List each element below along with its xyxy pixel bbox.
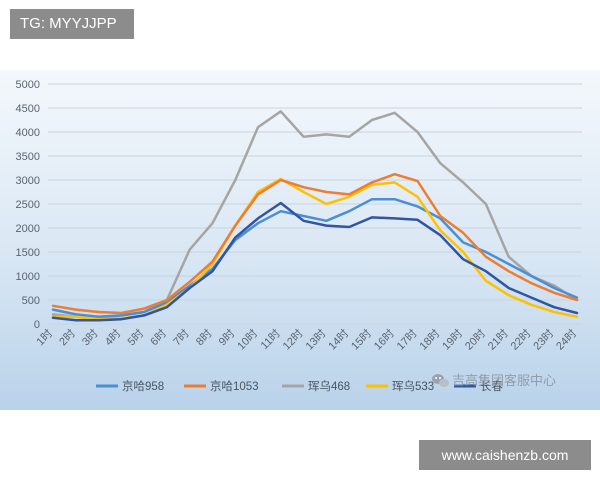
- legend-label: 珲乌533: [392, 379, 434, 393]
- y-tick-label: 2000: [16, 223, 40, 235]
- y-tick-label: 1500: [16, 247, 40, 259]
- y-tick-label: 2500: [16, 199, 40, 211]
- legend-label: 京哈958: [122, 379, 164, 393]
- legend-label: 京哈1053: [210, 379, 259, 393]
- y-tick-label: 4000: [16, 127, 40, 139]
- y-tick-label: 3500: [16, 151, 40, 163]
- y-tick-label: 1000: [16, 271, 40, 283]
- y-axis-ticks: 0 500 1000 1500 2000 2500 3000 3500 4000 4500 5000: [16, 79, 40, 331]
- line-chart: 0 500 1000 1500 2000 2500 3000 3500 4000 4500 5000…: [0, 70, 600, 410]
- series-lines: [51, 110, 579, 322]
- series-line-京哈958: [51, 197, 579, 319]
- y-tick-label: 5000: [16, 79, 40, 91]
- site-badge: www.caishenzb.com: [419, 440, 591, 470]
- series-line-京哈1053: [51, 172, 579, 315]
- chart-background: [0, 70, 600, 410]
- legend-label: 长春: [480, 380, 503, 393]
- y-tick-label: 4500: [16, 103, 40, 115]
- wechat-icon: [432, 374, 449, 387]
- watermark: 吉高集团客服中心: [432, 373, 556, 388]
- tg-badge: TG: MYYJJPP: [10, 9, 134, 39]
- series-line-长春: [51, 201, 579, 322]
- y-tick-label: 0: [34, 319, 40, 331]
- chart-panel: 0 500 1000 1500 2000 2500 3000 3500 4000 4500 5000…: [0, 70, 600, 410]
- grid-lines: [48, 83, 582, 325]
- legend: 京哈958 京哈1053 珲乌468 珲乌533 长春: [96, 379, 503, 393]
- watermark-text: 吉高集团客服中心: [452, 373, 556, 388]
- legend-label: 珲乌468: [308, 379, 350, 393]
- y-tick-label: 3000: [16, 175, 40, 187]
- y-tick-label: 500: [22, 295, 40, 307]
